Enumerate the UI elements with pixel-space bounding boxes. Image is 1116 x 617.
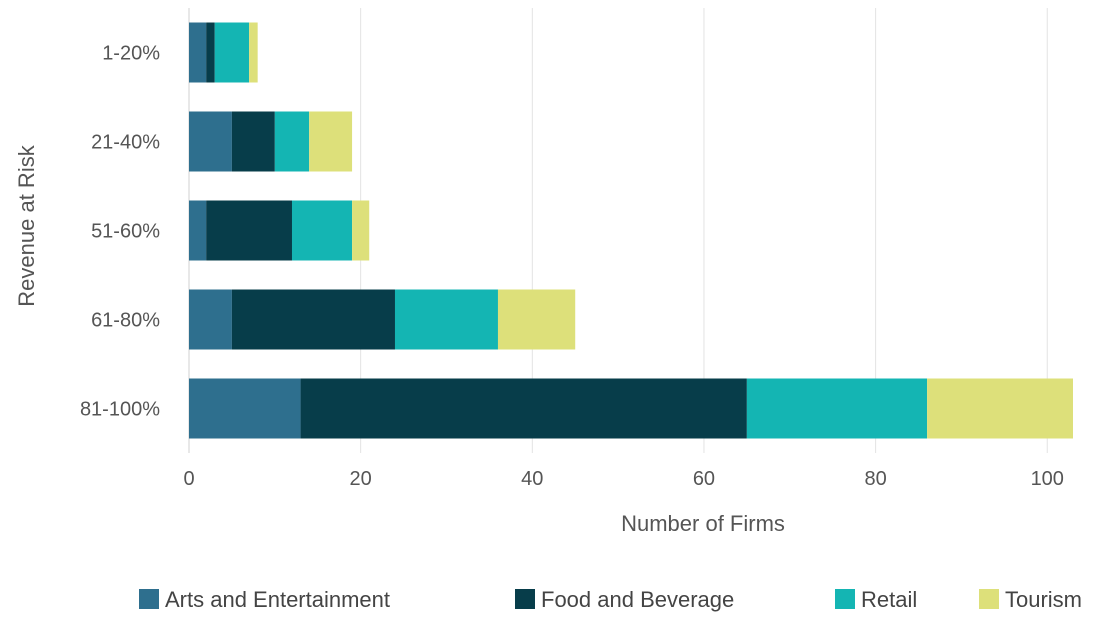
bars xyxy=(189,22,1073,439)
bar-segment xyxy=(394,289,498,350)
bar-segment xyxy=(274,111,310,172)
legend-swatch xyxy=(835,589,855,609)
bar-segment xyxy=(189,111,232,172)
bar-segment xyxy=(231,111,275,172)
bar-segment xyxy=(352,200,370,261)
y-tick-label: 21-40% xyxy=(91,132,160,154)
bar-segment xyxy=(497,289,576,350)
y-tick-labels: 1-20% 21-40% 51-60% 61-80% 81-100% xyxy=(80,43,160,421)
y-tick-label: 1-20% xyxy=(102,43,160,65)
legend: Arts and Entertainment Food and Beverage R… xyxy=(139,587,1082,612)
legend-item: Tourism xyxy=(979,587,1082,612)
bar-segment xyxy=(189,200,207,261)
bar-segment xyxy=(206,200,292,261)
x-tick-label: 40 xyxy=(521,468,543,490)
legend-swatch xyxy=(139,589,159,609)
legend-item: Food and Beverage xyxy=(515,587,734,612)
legend-item: Arts and Entertainment xyxy=(139,587,390,612)
y-tick-label: 81-100% xyxy=(80,399,160,421)
x-tick-label: 80 xyxy=(864,468,886,490)
y-axis-title: Revenue at Risk xyxy=(14,144,39,306)
bar-segment xyxy=(214,22,250,83)
bar-segment xyxy=(249,22,258,83)
bar-segment xyxy=(300,378,747,439)
x-axis-title: Number of Firms xyxy=(621,511,785,536)
legend-item: Retail xyxy=(835,587,917,612)
x-tick-labels: 0 20 40 60 80 100 xyxy=(183,468,1064,490)
y-tick-label: 61-80% xyxy=(91,310,160,332)
x-tick-label: 20 xyxy=(350,468,372,490)
bar-segment xyxy=(189,22,207,83)
x-tick-label: 100 xyxy=(1031,468,1064,490)
legend-label: Retail xyxy=(861,587,917,612)
bar-segment xyxy=(927,378,1073,439)
legend-label: Tourism xyxy=(1005,587,1082,612)
legend-label: Food and Beverage xyxy=(541,587,734,612)
x-tick-label: 60 xyxy=(693,468,715,490)
bar-segment xyxy=(291,200,353,261)
bar-segment xyxy=(189,378,301,439)
bar-segment xyxy=(189,289,232,350)
bar-segment xyxy=(231,289,395,350)
x-tick-label: 0 xyxy=(183,468,194,490)
y-tick-label: 51-60% xyxy=(91,221,160,243)
legend-swatch xyxy=(515,589,535,609)
legend-label: Arts and Entertainment xyxy=(165,587,390,612)
legend-swatch xyxy=(979,589,999,609)
bar-segment xyxy=(309,111,353,172)
bar-segment xyxy=(746,378,928,439)
bar-segment xyxy=(206,22,215,83)
